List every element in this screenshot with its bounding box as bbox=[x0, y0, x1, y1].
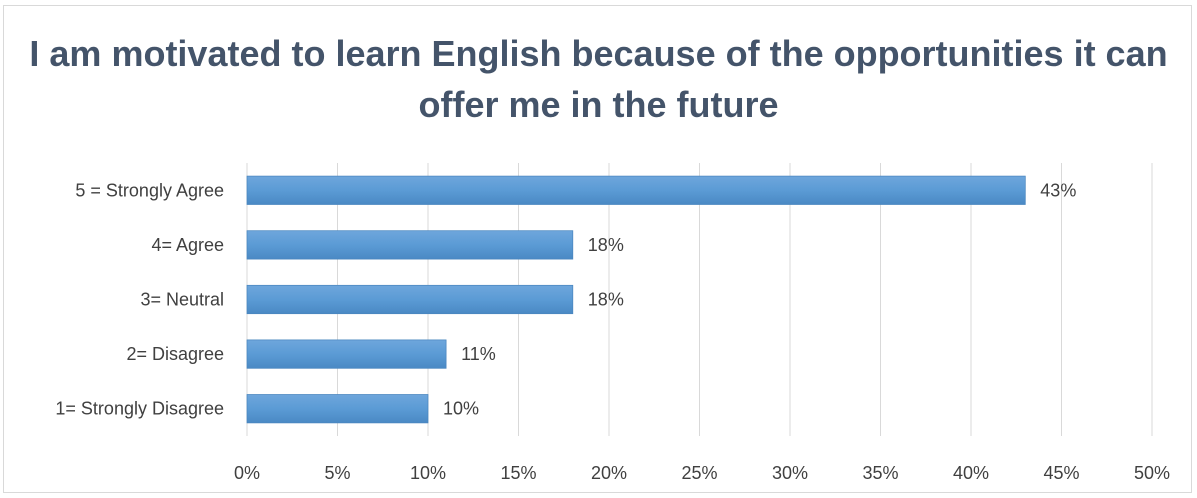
category-label: 2= Disagree bbox=[126, 344, 224, 364]
bars bbox=[246, 175, 1026, 424]
x-tick-label: 45% bbox=[1043, 463, 1079, 483]
category-label: 3= Neutral bbox=[140, 290, 224, 310]
x-tick-label: 25% bbox=[681, 463, 717, 483]
x-tick-label: 35% bbox=[862, 463, 898, 483]
x-tick-label: 30% bbox=[772, 463, 808, 483]
bar bbox=[246, 175, 1026, 205]
data-label: 18% bbox=[588, 235, 624, 255]
data-label: 10% bbox=[443, 399, 479, 419]
category-label: 4= Agree bbox=[151, 235, 224, 255]
labels: 0% 5% 10% 15% 20% 25% 30% 35% 40% 45% 50% 5 = Stron… bbox=[55, 180, 1170, 483]
x-tick-label: 20% bbox=[591, 463, 627, 483]
chart-title: I am motivated to learn English because … bbox=[29, 33, 1168, 125]
x-tick-label: 0% bbox=[234, 463, 260, 483]
data-label: 11% bbox=[461, 344, 496, 364]
category-label: 1= Strongly Disagree bbox=[55, 399, 224, 419]
x-tick-label: 5% bbox=[324, 463, 350, 483]
x-tick-label: 10% bbox=[410, 463, 446, 483]
bar bbox=[246, 394, 429, 424]
x-tick-label: 40% bbox=[953, 463, 989, 483]
data-label: 43% bbox=[1040, 180, 1076, 200]
chart-frame bbox=[3, 5, 1192, 493]
x-tick-label: 50% bbox=[1134, 463, 1170, 483]
bar bbox=[246, 339, 447, 369]
x-tick-label: 15% bbox=[500, 463, 536, 483]
data-label: 18% bbox=[588, 290, 624, 310]
bar bbox=[246, 230, 574, 260]
bar bbox=[246, 284, 574, 315]
category-label: 5 = Strongly Agree bbox=[75, 180, 224, 200]
